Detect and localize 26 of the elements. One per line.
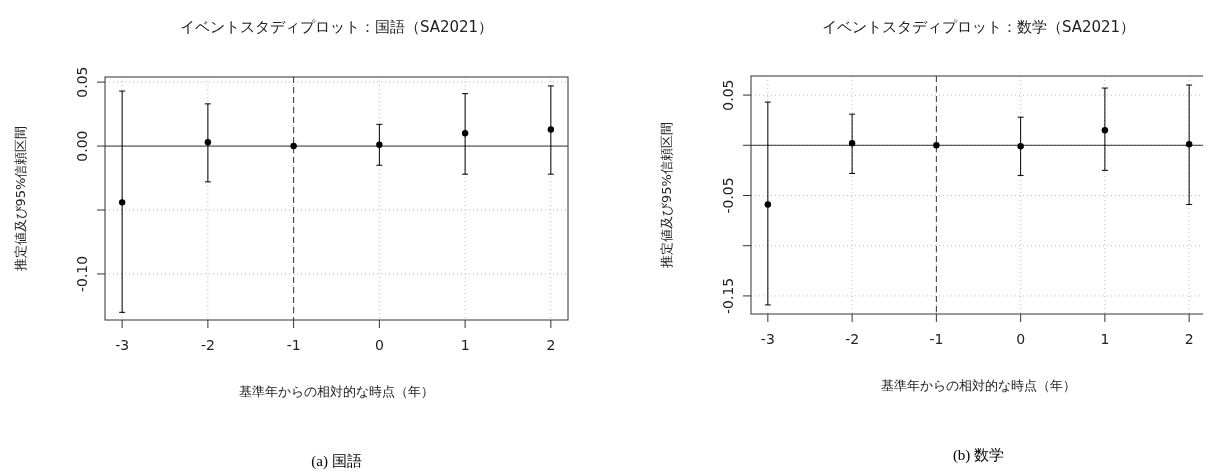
x-tick-label: 2	[546, 337, 556, 353]
x-axis-title: 基準年からの相対的な時点（年）	[881, 378, 1076, 393]
y-tick-label: -0.15	[720, 277, 736, 315]
x-tick-label: -1	[286, 337, 301, 353]
text: (a) 国語	[311, 453, 362, 470]
chart-title: イベントスタディプロット：国語（SA2021）	[179, 18, 494, 36]
y-tick-label: 0.00	[74, 130, 90, 162]
y-axis-title: 推定値及び95%信頼区間	[13, 125, 28, 272]
y-tick-label: -0.05	[720, 177, 736, 214]
y-tick-label: -0.10	[74, 255, 90, 293]
x-tick-label: -2	[845, 331, 860, 347]
x-tick-label: -3	[115, 337, 130, 353]
x-tick-label: 2	[1184, 331, 1194, 347]
x-tick-label: -3	[760, 331, 775, 347]
x-tick-label: 1	[460, 337, 470, 353]
x-axis-title: 基準年からの相対的な時点（年）	[239, 384, 434, 399]
x-tick-label: -2	[200, 337, 215, 353]
y-tick-label: 0.05	[74, 66, 90, 98]
y-axis-title: 推定値及び95%信頼区間	[659, 122, 674, 268]
text: (b) 数学	[952, 447, 1005, 464]
x-tick-label: -1	[929, 331, 944, 347]
chart-title: イベントスタディプロット：数学（SA2021）	[821, 18, 1136, 36]
y-tick-label: 0.05	[720, 79, 736, 111]
x-tick-label: 0	[1016, 331, 1026, 347]
x-tick-label: 1	[1100, 331, 1110, 347]
x-tick-label: 0	[374, 337, 384, 353]
